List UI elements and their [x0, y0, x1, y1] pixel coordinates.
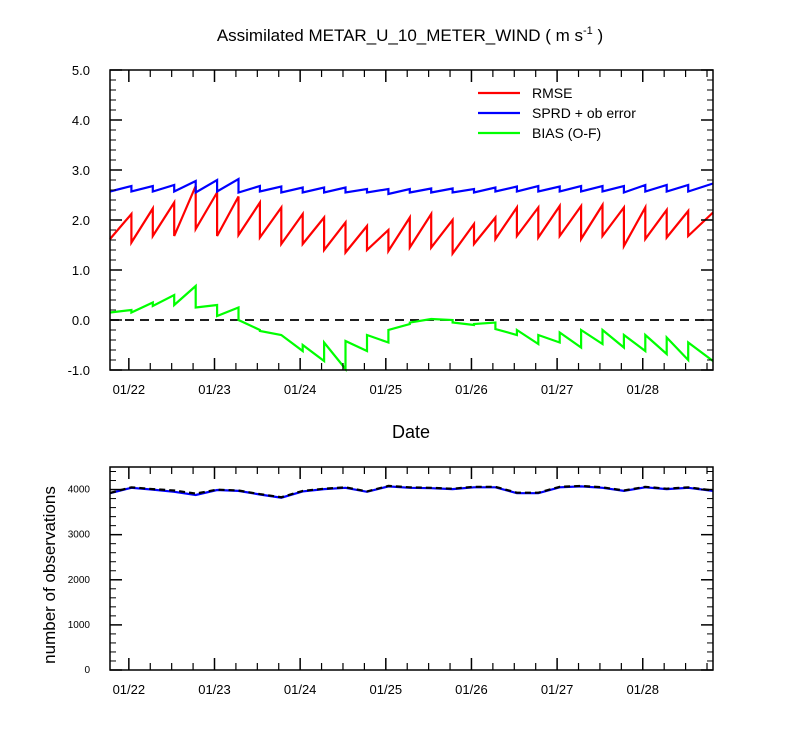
legend: RMSE SPRD + ob error BIAS (O-F) — [478, 85, 636, 141]
y-tick-label: 0 — [84, 665, 90, 676]
y-tick-label: 2.0 — [72, 213, 90, 228]
title-superscript: -1 — [583, 25, 593, 37]
y-tick-label: 1000 — [68, 620, 91, 631]
chart-title: Assimilated METAR_U_10_METER_WIND ( m s-… — [217, 25, 603, 45]
x-tick-label: 01/24 — [284, 382, 317, 397]
x-tick-label: 01/27 — [541, 682, 574, 697]
y-tick-label: 4.0 — [72, 113, 90, 128]
observation-count-chart: 01/22 01/23 01/24 01/25 01/26 01/27 01/28 0 1000… — [40, 466, 714, 697]
y-tick-label: -1.0 — [68, 363, 90, 378]
plot-frame — [109, 466, 714, 671]
x-tick-label: 01/22 — [113, 382, 146, 397]
axis-ticks: 01/22 01/23 01/24 01/25 01/26 01/27 01/28 -1.0 0… — [68, 63, 713, 397]
legend-label: BIAS (O-F) — [532, 125, 601, 141]
x-tick-label: 01/22 — [113, 682, 146, 697]
y-axis-label: number of observations — [40, 486, 59, 664]
y-tick-label: 2000 — [68, 575, 91, 586]
x-tick-label: 01/23 — [198, 682, 231, 697]
series-line-bias-o-f — [109, 283, 714, 373]
x-tick-label: 01/27 — [541, 382, 574, 397]
x-tick-label: 01/28 — [626, 682, 659, 697]
x-tick-label: 01/26 — [455, 682, 488, 697]
y-tick-label: 1.0 — [72, 263, 90, 278]
x-tick-label: 01/25 — [370, 682, 403, 697]
x-tick-label: 01/23 — [198, 382, 231, 397]
title-tail: ) — [593, 26, 603, 45]
y-tick-label: 5.0 — [72, 63, 90, 78]
y-tick-label: 4000 — [68, 485, 91, 496]
axis-ticks: 01/22 01/23 01/24 01/25 01/26 01/27 01/28 0 1000… — [68, 467, 713, 697]
rmse-spread-bias-chart: Assimilated METAR_U_10_METER_WIND ( m s-… — [68, 25, 714, 442]
y-tick-label: 0.0 — [72, 313, 90, 328]
legend-label: RMSE — [532, 85, 572, 101]
series-line-possible-observations — [109, 484, 714, 499]
x-tick-label: 01/24 — [284, 682, 317, 697]
y-tick-label: 3000 — [68, 530, 91, 541]
series-lines — [109, 177, 714, 373]
series-line-sprd-ob-error — [109, 177, 714, 196]
x-axis-label: Date — [392, 422, 430, 442]
x-tick-label: 01/26 — [455, 382, 488, 397]
series-line-rmse — [109, 185, 714, 257]
x-tick-label: 01/28 — [626, 382, 659, 397]
x-tick-label: 01/25 — [370, 382, 403, 397]
series-lines — [109, 484, 714, 499]
y-tick-label: 3.0 — [72, 163, 90, 178]
legend-label: SPRD + ob error — [532, 105, 636, 121]
